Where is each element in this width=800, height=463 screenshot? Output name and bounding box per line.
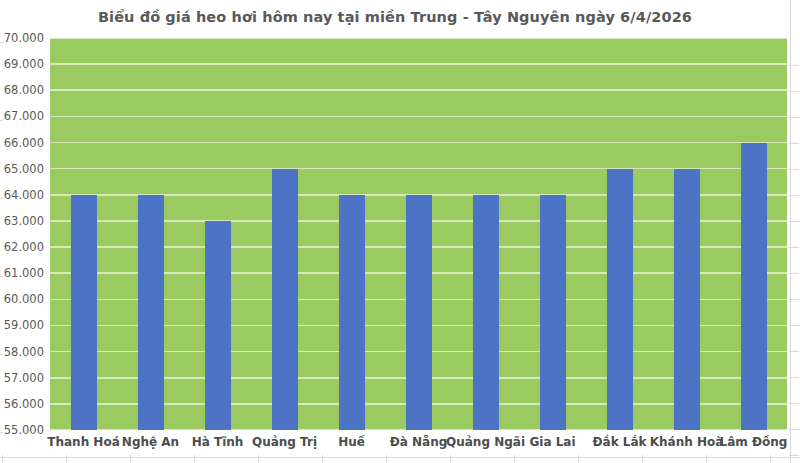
worksheet-cell-tick <box>578 455 579 462</box>
worksheet-cell-tick <box>0 432 3 433</box>
bar <box>138 195 164 430</box>
worksheet-cell-tick <box>789 247 799 248</box>
y-tick-label: 61.000 <box>0 266 44 280</box>
x-tick-label: Đà Nẵng <box>390 435 448 449</box>
x-tick-label: Hà Tĩnh <box>192 435 244 449</box>
worksheet-cell-tick <box>130 455 131 462</box>
bar <box>272 169 298 430</box>
x-tick-label: Gia Lai <box>529 435 575 449</box>
worksheet-cell-tick <box>789 65 799 66</box>
bar <box>339 195 365 430</box>
spreadsheet-canvas: Biểu đồ giá heo hơi hôm nay tại miền Tru… <box>0 0 800 463</box>
y-tick-label: 68.000 <box>0 83 44 97</box>
y-tick-label: 69.000 <box>0 57 44 71</box>
worksheet-cell-tick <box>789 377 799 378</box>
worksheet-cell-tick <box>770 455 771 462</box>
y-tick-label: 65.000 <box>0 162 44 176</box>
y-tick-label: 62.000 <box>0 240 44 254</box>
x-tick-label: Đắk Lắk <box>592 435 646 449</box>
x-tick-label: Khánh Hoà <box>650 435 724 449</box>
y-tick-label: 55.000 <box>0 423 44 437</box>
bar <box>607 169 633 430</box>
worksheet-cell-tick <box>66 455 67 462</box>
worksheet-cell-tick <box>789 299 799 300</box>
y-tick-label: 57.000 <box>0 371 44 385</box>
gridline <box>50 116 787 118</box>
worksheet-cell-tick <box>642 455 643 462</box>
worksheet-cell-tick <box>514 455 515 462</box>
bar <box>205 221 231 430</box>
x-axis: Thanh HoáNghệ An Hà Tĩnh Quảng Trị Huế Đà Nẵ… <box>50 435 787 455</box>
worksheet-cell-tick <box>789 91 799 92</box>
bar <box>540 195 566 430</box>
y-tick-label: 60.000 <box>0 292 44 306</box>
worksheet-cell-tick <box>0 198 3 199</box>
bar <box>473 195 499 430</box>
worksheet-cell-tick <box>789 169 799 170</box>
y-axis: 70.00069.00068.00067.00066.00065.00064.0… <box>0 38 44 430</box>
worksheet-gridline-horizontal <box>0 457 800 458</box>
worksheet-cell-tick <box>789 325 799 326</box>
worksheet-cell-tick <box>322 455 323 462</box>
worksheet-cell-tick <box>0 354 3 355</box>
y-tick-label: 67.000 <box>0 109 44 123</box>
chart-title: Biểu đồ giá heo hơi hôm nay tại miền Tru… <box>0 9 790 25</box>
worksheet-cell-tick <box>789 195 799 196</box>
x-tick-label: Quảng Ngãi <box>446 435 525 449</box>
worksheet-cell-tick <box>789 429 799 430</box>
gridline <box>50 37 787 39</box>
worksheet-cell-tick <box>0 42 3 43</box>
y-tick-label: 70.000 <box>0 31 44 45</box>
plot-area <box>50 38 787 430</box>
bar <box>674 169 700 430</box>
y-tick-label: 63.000 <box>0 214 44 228</box>
worksheet-cell-tick <box>789 117 799 118</box>
worksheet-cell-tick <box>789 273 799 274</box>
worksheet-cell-tick <box>0 276 3 277</box>
gridline <box>50 142 787 144</box>
x-tick-label: Quảng Trị <box>252 435 317 449</box>
bar <box>741 143 767 430</box>
worksheet-cell-tick <box>789 403 799 404</box>
bar <box>406 195 432 430</box>
worksheet-cell-tick <box>386 455 387 462</box>
worksheet-cell-tick <box>706 455 707 462</box>
worksheet-cell-tick <box>789 143 799 144</box>
worksheet-cell-tick <box>2 455 3 462</box>
y-tick-label: 58.000 <box>0 345 44 359</box>
worksheet-cell-tick <box>450 455 451 462</box>
worksheet-cell-tick <box>0 120 3 121</box>
x-tick-label: Huế <box>338 435 365 449</box>
y-tick-label: 59.000 <box>0 318 44 332</box>
worksheet-cell-tick <box>194 455 195 462</box>
y-tick-label: 56.000 <box>0 397 44 411</box>
bar <box>71 195 97 430</box>
y-tick-label: 64.000 <box>0 188 44 202</box>
y-tick-label: 66.000 <box>0 136 44 150</box>
x-tick-label: Nghệ An <box>122 435 179 449</box>
worksheet-cell-tick <box>789 455 799 456</box>
worksheet-cell-tick <box>789 221 799 222</box>
x-tick-label: Lâm Đồng <box>720 435 788 449</box>
x-tick-label: Thanh Hoá <box>47 435 119 449</box>
worksheet-cell-tick <box>789 351 799 352</box>
chart-container: Biểu đồ giá heo hơi hôm nay tại miền Tru… <box>0 0 790 457</box>
gridline <box>50 89 787 91</box>
gridline <box>50 63 787 65</box>
worksheet-gridline-vertical <box>790 0 791 463</box>
worksheet-cell-tick <box>258 455 259 462</box>
